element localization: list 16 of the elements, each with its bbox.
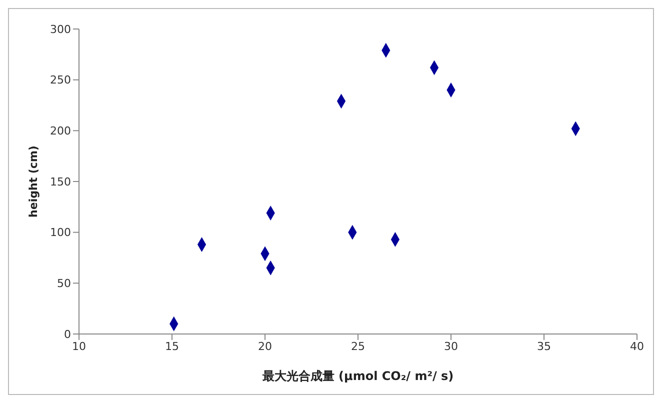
y-tick-label: 150 (50, 175, 71, 188)
x-tick-label: 15 (165, 340, 179, 353)
x-tick-label: 30 (444, 340, 458, 353)
x-tick-label: 40 (630, 340, 644, 353)
y-axis-title: height (cm) (26, 146, 40, 218)
y-tick-label: 100 (50, 226, 71, 240)
y-tick-label: 200 (50, 124, 71, 138)
x-tick-label: 35 (537, 340, 551, 353)
x-axis-title: 最大光合成量 (μmol CO₂/ m²/ s) (261, 369, 454, 383)
x-tick-label: 20 (258, 340, 272, 353)
x-tick-label: 10 (72, 340, 86, 353)
y-tick-label: 0 (64, 328, 71, 341)
y-tick-label: 300 (50, 22, 71, 36)
y-tick-label: 250 (50, 74, 71, 87)
y-tick-label: 50 (57, 277, 71, 290)
x-tick-label: 25 (351, 340, 365, 353)
